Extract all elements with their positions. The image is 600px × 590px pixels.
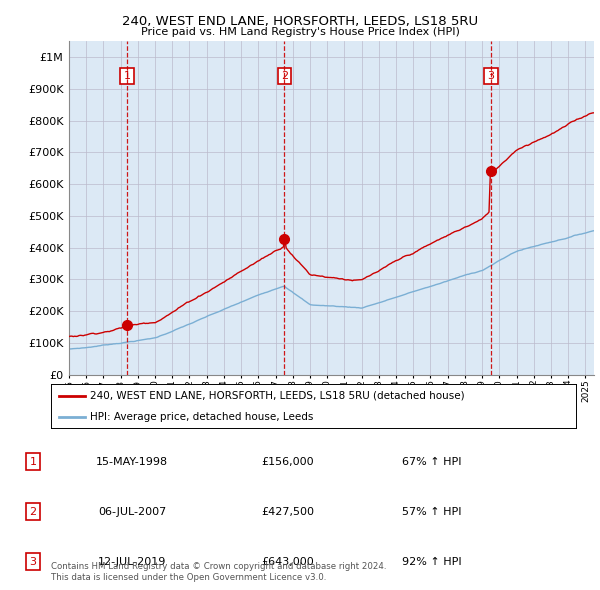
Text: 2: 2 bbox=[29, 507, 37, 517]
Text: £156,000: £156,000 bbox=[262, 457, 314, 467]
Text: 1: 1 bbox=[29, 457, 37, 467]
Text: 3: 3 bbox=[29, 557, 37, 567]
Text: 06-JUL-2007: 06-JUL-2007 bbox=[98, 507, 166, 517]
Text: 57% ↑ HPI: 57% ↑ HPI bbox=[402, 507, 462, 517]
Text: This data is licensed under the Open Government Licence v3.0.: This data is licensed under the Open Gov… bbox=[51, 573, 326, 582]
Text: 12-JUL-2019: 12-JUL-2019 bbox=[98, 557, 166, 567]
Text: 67% ↑ HPI: 67% ↑ HPI bbox=[402, 457, 462, 467]
Text: 1: 1 bbox=[124, 71, 131, 81]
Text: 15-MAY-1998: 15-MAY-1998 bbox=[96, 457, 168, 467]
Text: 3: 3 bbox=[488, 71, 494, 81]
Text: £427,500: £427,500 bbox=[262, 507, 314, 517]
Text: 240, WEST END LANE, HORSFORTH, LEEDS, LS18 5RU (detached house): 240, WEST END LANE, HORSFORTH, LEEDS, LS… bbox=[91, 391, 465, 401]
Text: 92% ↑ HPI: 92% ↑ HPI bbox=[402, 557, 462, 567]
Text: Price paid vs. HM Land Registry's House Price Index (HPI): Price paid vs. HM Land Registry's House … bbox=[140, 27, 460, 37]
Text: £643,000: £643,000 bbox=[262, 557, 314, 567]
Text: HPI: Average price, detached house, Leeds: HPI: Average price, detached house, Leed… bbox=[91, 412, 314, 422]
Text: Contains HM Land Registry data © Crown copyright and database right 2024.: Contains HM Land Registry data © Crown c… bbox=[51, 562, 386, 571]
Text: 240, WEST END LANE, HORSFORTH, LEEDS, LS18 5RU: 240, WEST END LANE, HORSFORTH, LEEDS, LS… bbox=[122, 15, 478, 28]
Text: 2: 2 bbox=[281, 71, 288, 81]
